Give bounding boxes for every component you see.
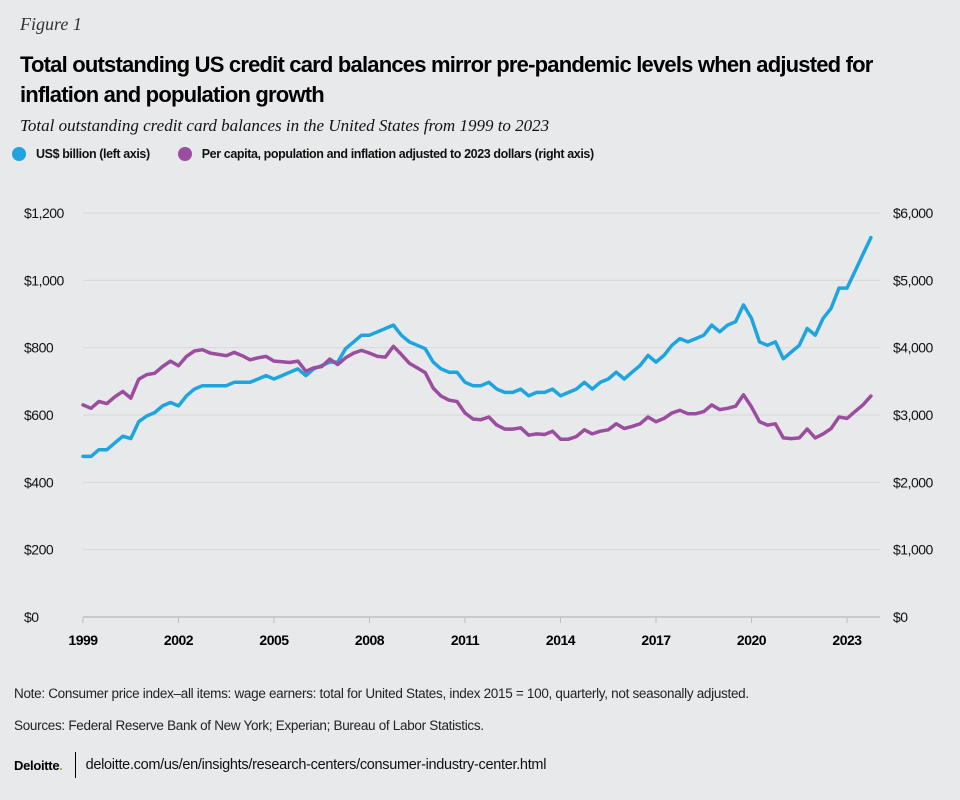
series-line-per-capita xyxy=(81,344,873,441)
x-tick-label: 2014 xyxy=(546,632,576,648)
chart-subtitle: Total outstanding credit card balances i… xyxy=(20,116,550,135)
y-left-tick-label: $400 xyxy=(24,474,54,490)
x-tick-label: 2023 xyxy=(832,632,862,648)
legend-marker-blue-icon xyxy=(12,147,26,161)
x-tick-label: 2008 xyxy=(355,632,385,648)
y-right-tick-label: $4,000 xyxy=(893,340,934,356)
y-left-tick-label: $600 xyxy=(24,407,54,423)
y-left-tick-label: $1,000 xyxy=(24,272,65,288)
y-left-tick-label: $200 xyxy=(24,542,54,558)
y-left-tick-label: $0 xyxy=(24,609,39,625)
footer-divider xyxy=(74,752,76,778)
legend-label: Per capita, population and inflation adj… xyxy=(201,147,594,161)
x-tick-label: 2011 xyxy=(451,632,480,648)
y-right-tick-label: $2,000 xyxy=(893,474,934,490)
y-right-tick-label: $3,000 xyxy=(893,407,934,423)
y-right-tick-label: $0 xyxy=(893,609,908,625)
chart-title: Total outstanding US credit card balance… xyxy=(20,52,873,107)
legend-item-left-series: US$ billion (left axis) xyxy=(12,147,150,161)
footer-url[interactable]: deloitte.com/us/en/insights/research-cen… xyxy=(85,757,547,773)
legend: US$ billion (left axis) Per capita, popu… xyxy=(12,147,622,161)
deloitte-logo: Deloitte. xyxy=(14,757,63,773)
x-tick-label: 2002 xyxy=(164,632,194,648)
y-right-tick-label: $1,000 xyxy=(893,542,934,558)
legend-label: US$ billion (left axis) xyxy=(36,147,150,161)
chart-sources: Sources: Federal Reserve Bank of New Yor… xyxy=(14,718,484,733)
legend-item-right-series: Per capita, population and inflation adj… xyxy=(177,147,594,161)
y-right-tick-label: $5,000 xyxy=(893,272,934,288)
legend-marker-purple-icon xyxy=(177,147,192,161)
x-tick-label: 2020 xyxy=(737,632,767,648)
chart-note: Note: Consumer price index–all items: wa… xyxy=(14,686,749,701)
footer: Deloitte. deloitte.com/us/en/insights/re… xyxy=(14,752,546,778)
x-tick-label: 1999 xyxy=(68,632,98,648)
x-tick-label: 2017 xyxy=(641,632,671,648)
y-left-tick-label: $800 xyxy=(24,340,54,356)
y-left-tick-label: $1,200 xyxy=(24,205,65,221)
y-right-tick-label: $6,000 xyxy=(893,205,934,221)
figure-label: Figure 1 xyxy=(20,14,82,34)
line-chart: $0 $200 $400 $600 $800 $1,000 $1,200 $0 $1,000 $2… xyxy=(24,205,934,648)
series-line-us-billion xyxy=(81,235,873,459)
x-tick-label: 2005 xyxy=(259,632,289,648)
